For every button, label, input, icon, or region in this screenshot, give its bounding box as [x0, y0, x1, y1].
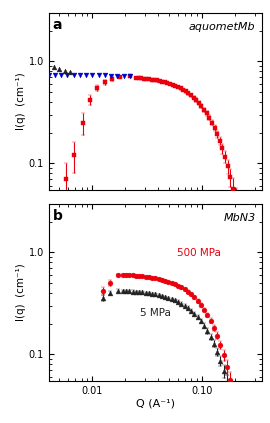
Text: 5 MPa: 5 MPa — [140, 308, 171, 319]
Text: aquometMb: aquometMb — [189, 22, 255, 32]
X-axis label: Q (A⁻¹): Q (A⁻¹) — [136, 398, 175, 408]
Y-axis label: I(q)  (cm⁻¹): I(q) (cm⁻¹) — [16, 72, 26, 130]
Text: a: a — [53, 18, 62, 32]
Y-axis label: I(q)  (cm⁻¹): I(q) (cm⁻¹) — [16, 264, 26, 321]
Text: 500 MPa: 500 MPa — [177, 248, 220, 258]
Text: MbN3: MbN3 — [223, 213, 255, 222]
Text: b: b — [53, 209, 63, 223]
